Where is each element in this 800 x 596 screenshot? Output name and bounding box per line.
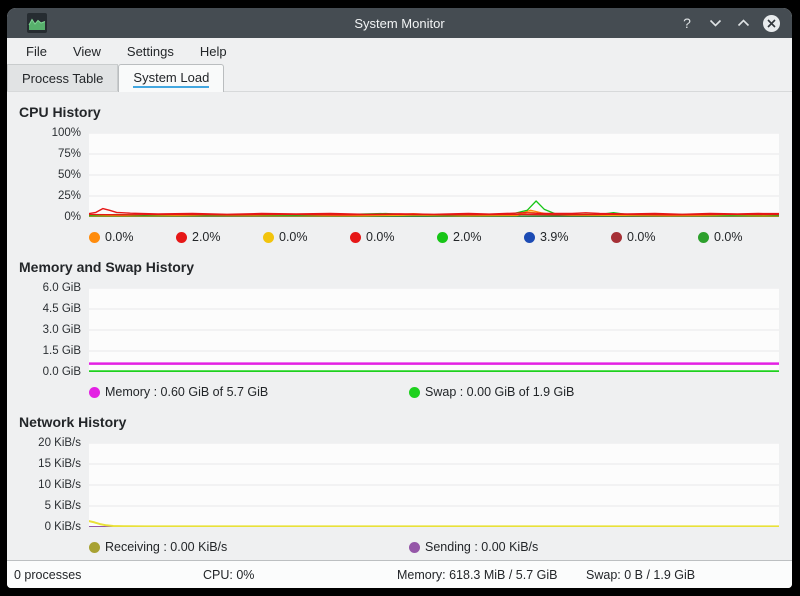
status-processes: 0 processes [14,567,82,582]
legend-color-dot [409,541,420,553]
close-icon[interactable] [763,14,780,32]
legend-color-dot [263,231,274,243]
menu-bar: File View Settings Help [7,38,792,64]
legend-label: 0.0% [714,230,743,244]
legend-item: 2.0% [176,230,263,244]
menu-item-help[interactable]: Help [199,43,227,59]
legend-label: 2.0% [453,230,482,244]
legend-color-dot [611,231,622,243]
axis-tick-label: 75% [57,148,81,160]
legend-color-dot [89,541,100,553]
legend-label: Sending : 0.00 KiB/s [425,540,539,554]
axis-tick-label: 5 KiB/s [44,500,81,512]
app-icon [27,13,47,33]
legend-color-dot [350,231,361,243]
legend-label: 0.0% [627,230,656,244]
legend-color-dot [437,231,448,243]
help-icon[interactable]: ? [683,15,691,31]
legend-item: Receiving : 0.00 KiB/s [89,540,409,554]
status-memory: Memory: 618.3 MiB / 5.7 GiB [397,567,558,582]
tab-process-table[interactable]: Process Table [7,64,119,91]
status-swap: Swap: 0 B / 1.9 GiB [586,567,696,582]
titlebar[interactable]: System Monitor ? [7,8,792,38]
legend-item: Swap : 0.00 GiB of 1.9 GiB [409,385,574,399]
axis-tick-label: 10 KiB/s [38,479,81,491]
cpu-history-section: CPU History 100% 75% 50% 25% 0% 0.0% 2.0% 0.0%… [7,104,792,244]
status-cpu: CPU: 0% [203,567,255,582]
legend-label: 2.0% [192,230,221,244]
tab-bar: Process Table System Load [7,64,792,92]
axis-tick-label: 4.5 GiB [42,303,81,315]
window-controls: ? [679,8,780,38]
legend-item: 3.9% [524,230,611,244]
axis-tick-label: 0 KiB/s [44,521,81,533]
legend-item: 0.0% [698,230,785,244]
axis-tick-label: 50% [57,169,81,181]
menu-item-file[interactable]: File [26,43,47,59]
legend-label: Receiving : 0.00 KiB/s [105,540,228,554]
legend-label: Swap : 0.00 GiB of 1.9 GiB [425,385,575,399]
y-axis: 6.0 GiB 4.5 GiB 3.0 GiB 1.5 GiB 0.0 GiB [7,282,89,378]
section-title: CPU History [19,104,101,120]
legend-item: Sending : 0.00 KiB/s [409,540,538,554]
legend-color-dot [89,386,100,398]
axis-tick-label: 20 KiB/s [38,437,81,449]
y-axis: 100% 75% 50% 25% 0% [7,127,89,223]
legend-color-dot [524,231,535,243]
memory-swap-history-chart [89,288,779,372]
legend-item: Memory : 0.60 GiB of 5.7 GiB [89,385,409,399]
y-axis: 20 KiB/s 15 KiB/s 10 KiB/s 5 KiB/s 0 KiB/s [7,437,89,533]
axis-tick-label: 1.5 GiB [42,345,81,357]
legend-item: 0.0% [350,230,437,244]
legend-label: 0.0% [105,230,134,244]
status-bar: 0 processes CPU: 0% Memory: 618.3 MiB / … [7,560,792,588]
legend-label: 3.9% [540,230,569,244]
legend-item: 0.0% [89,230,176,244]
memory-swap-history-section: Memory and Swap History 6.0 GiB 4.5 GiB 3.… [7,259,792,399]
legend-item: 0.0% [611,230,698,244]
network-history-section: Network History 20 KiB/s 15 KiB/s 10 KiB/s… [7,414,792,554]
axis-tick-label: 15 KiB/s [38,458,81,470]
section-title: Network History [19,414,127,430]
menu-item-view[interactable]: View [72,43,101,59]
section-title: Memory and Swap History [19,259,195,275]
legend-color-dot [409,386,420,398]
menu-item-settings[interactable]: Settings [126,43,174,59]
tab-system-load[interactable]: System Load [118,64,225,92]
cpu-legend: 0.0% 2.0% 0.0% 0.0% 2.0% 3.9% 0.0% 0.0% [89,230,792,244]
window-title: System Monitor [354,15,445,31]
cpu-history-chart [89,133,779,217]
legend-item: 2.0% [437,230,524,244]
tab-label: System Load [133,70,210,88]
system-monitor-window: System Monitor ? File View Settings Help Pr… [7,8,792,588]
legend-label: 0.0% [279,230,308,244]
maximize-icon[interactable] [735,15,751,31]
axis-tick-label: 100% [51,127,81,139]
minimize-icon[interactable] [707,15,723,31]
network-legend: Receiving : 0.00 KiB/s Sending : 0.00 KiB… [89,540,792,554]
axis-tick-label: 25% [57,190,81,202]
legend-label: Memory : 0.60 GiB of 5.7 GiB [105,385,269,399]
axis-tick-label: 0% [64,211,81,223]
legend-item: 0.0% [263,230,350,244]
axis-tick-label: 0.0 GiB [42,366,81,378]
network-history-chart [89,443,779,527]
axis-tick-label: 6.0 GiB [42,282,81,294]
legend-color-dot [89,231,100,243]
memory-swap-legend: Memory : 0.60 GiB of 5.7 GiB Swap : 0.00 … [89,385,792,399]
axis-tick-label: 3.0 GiB [42,324,81,336]
legend-color-dot [176,231,187,243]
system-load-panel: CPU History 100% 75% 50% 25% 0% 0.0% 2.0% 0.0%… [7,92,792,560]
tab-label: Process Table [22,70,104,86]
legend-color-dot [698,231,709,243]
legend-label: 0.0% [366,230,395,244]
